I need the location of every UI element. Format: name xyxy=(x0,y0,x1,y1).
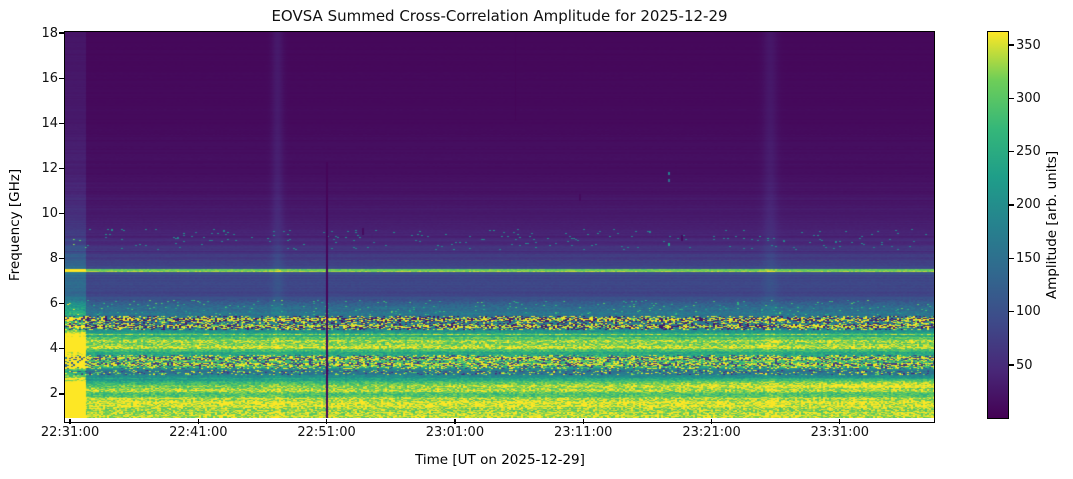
y-tick xyxy=(59,167,64,170)
y-tick-label: 12 xyxy=(41,160,58,176)
x-tick-label: 22:51:00 xyxy=(297,425,356,440)
colorbar-tick-label: 150 xyxy=(1016,250,1041,266)
x-axis-label: Time [UT on 2025-12-29] xyxy=(415,452,585,468)
y-tick-label: 2 xyxy=(49,386,58,402)
y-tick-label: 8 xyxy=(49,251,58,267)
x-tick xyxy=(325,419,328,424)
colorbar-label: Amplitude [arb. units] xyxy=(1044,150,1060,300)
x-tick xyxy=(69,419,71,424)
spectrogram-canvas xyxy=(65,32,934,418)
plot-frame xyxy=(64,31,935,423)
chart-title: EOVSA Summed Cross-Correlation Amplitude… xyxy=(271,7,728,25)
x-tick xyxy=(710,419,713,424)
y-tick-label: 18 xyxy=(41,25,58,41)
x-tick-label: 23:01:00 xyxy=(425,425,485,440)
colorbar-tick xyxy=(1009,310,1014,313)
y-tick xyxy=(59,393,64,395)
x-tick xyxy=(454,419,456,424)
x-tick-label: 22:31:00 xyxy=(40,425,100,440)
colorbar-tick xyxy=(1009,364,1014,366)
x-tick xyxy=(582,419,584,424)
colorbar-tick-label: 100 xyxy=(1016,304,1041,319)
y-tick-label: 10 xyxy=(41,205,58,221)
colorbar-tick-label: 250 xyxy=(1016,144,1041,160)
colorbar-tick xyxy=(1009,44,1014,46)
colorbar-tick xyxy=(1009,150,1014,153)
colorbar-tick xyxy=(1009,97,1014,99)
x-tick-label: 23:31:00 xyxy=(810,425,869,440)
colorbar-tick-label: 50 xyxy=(1016,357,1033,373)
x-tick-label: 23:21:00 xyxy=(682,425,741,440)
colorbar-tick-label: 350 xyxy=(1016,37,1041,53)
y-tick-label: 6 xyxy=(49,296,58,312)
x-tick xyxy=(839,419,841,424)
y-tick xyxy=(59,257,64,260)
colorbar-frame xyxy=(987,31,1009,419)
x-tick xyxy=(197,419,199,424)
colorbar-tick xyxy=(1009,204,1014,206)
y-tick xyxy=(59,77,64,79)
y-tick xyxy=(59,303,64,305)
colorbar-tick-label: 200 xyxy=(1016,197,1041,213)
x-tick-label: 22:41:00 xyxy=(169,425,228,440)
colorbar-tick-label: 300 xyxy=(1016,90,1041,106)
y-axis-label: Frequency [GHz] xyxy=(7,168,23,282)
y-tick-label: 16 xyxy=(41,70,58,86)
x-tick-label: 23:11:00 xyxy=(553,425,613,440)
y-tick xyxy=(59,32,64,34)
y-tick xyxy=(59,212,64,215)
y-tick xyxy=(59,348,64,350)
y-tick-label: 4 xyxy=(49,341,58,357)
y-tick-label: 14 xyxy=(41,115,58,131)
colorbar-gradient xyxy=(988,32,1008,418)
y-tick xyxy=(59,122,64,124)
colorbar-tick xyxy=(1009,257,1014,259)
